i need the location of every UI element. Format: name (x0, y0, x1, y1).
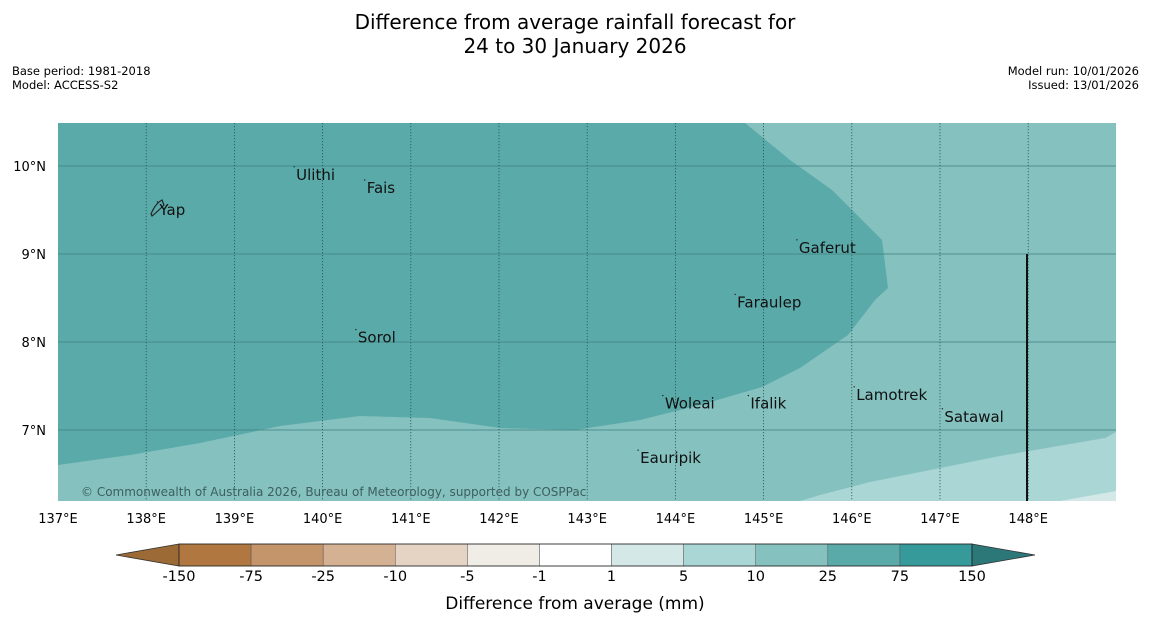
title-line-2: 24 to 30 January 2026 (463, 34, 687, 58)
x-tick-label: 138°E (126, 512, 166, 527)
place-marker (355, 328, 357, 331)
place-marker (364, 179, 366, 181)
band-25-75 (58, 123, 888, 465)
colorbar-tick-label: -1 (532, 569, 547, 585)
place-label-fais: Fais (367, 179, 396, 197)
place-label-eauripik: Eauripik (640, 449, 701, 467)
y-tick-label: 10°N (13, 160, 46, 175)
colorbar-tick-label: 150 (958, 569, 986, 585)
x-tick-label: 137°E (38, 512, 78, 527)
colorbar-segment (395, 543, 468, 567)
colorbar-tick-label: 75 (890, 569, 910, 585)
place-label-satawal: Satawal (944, 408, 1003, 426)
colorbar-tick-label: 25 (818, 569, 838, 585)
x-tick-label: 148°E (1008, 512, 1048, 527)
model-run: Model run: 10/01/2026 (1007, 64, 1139, 78)
longitude-lines (145, 123, 1029, 501)
place-label-gaferut: Gaferut (799, 239, 856, 257)
meta-right: Model run: 10/01/2026 Issued: 13/01/2026 (1007, 64, 1139, 92)
colorbar-title: Difference from average (mm) (445, 594, 705, 614)
colorbar-min-arrow (115, 543, 180, 567)
colorbar-frame (178, 543, 973, 567)
y-axis-ticks: 10°N 9°N 8°N 7°N (13, 160, 46, 439)
x-tick-label: 141°E (391, 512, 431, 527)
place-marker (747, 394, 750, 397)
colorbar-tick-label: -10 (383, 569, 408, 585)
y-tick-label: 9°N (22, 248, 47, 263)
colorbar-tick-label: 5 (679, 569, 689, 585)
colorbar-tick-label: -75 (239, 569, 263, 585)
place-marker (637, 449, 639, 451)
colorbar-segment (322, 543, 396, 567)
attribution: © Commonwealth of Australia 2026, Bureau… (81, 485, 586, 499)
colorbar-segment (250, 543, 324, 567)
place-label-yap: Yap (158, 201, 185, 219)
band-1-5 (1060, 491, 1116, 501)
place-label-ifalik: Ifalik (750, 395, 786, 413)
colorbar-segment (827, 543, 901, 567)
place-marker (293, 166, 295, 168)
x-tick-label: 146°E (832, 512, 872, 527)
place-labels: Ulithi Yap Fais Gaferut Faraulep Sorol Lamotre… (156, 166, 1004, 467)
colorbar-tick-label: 1 (606, 569, 617, 585)
place-label-woleai: Woleai (665, 395, 715, 413)
y-tick-label: 8°N (22, 336, 47, 351)
y-tick-label: 7°N (22, 424, 47, 439)
colorbar-segment (467, 543, 540, 567)
colorbar (115, 543, 1036, 567)
meta-left: Base period: 1981-2018 Model: ACCESS-S2 (12, 64, 151, 92)
x-tick-label: 145°E (744, 512, 784, 527)
base-period: Base period: 1981-2018 (12, 64, 151, 78)
x-tick-label: 143°E (567, 512, 607, 527)
place-marker (662, 394, 664, 397)
colorbar-tick-label: 10 (746, 569, 765, 585)
model-name: Model: ACCESS-S2 (12, 77, 119, 92)
band-5-10 (800, 432, 1116, 501)
place-label-lamotrek: Lamotrek (856, 386, 927, 404)
place-marker (734, 293, 736, 296)
x-tick-label: 144°E (656, 512, 696, 527)
colorbar-tick-label: -25 (311, 569, 336, 585)
colorbar-segment (755, 543, 829, 567)
colorbar-max-arrow (971, 543, 1036, 567)
place-label-faraulep: Faraulep (737, 293, 801, 311)
x-tick-label: 139°E (215, 512, 255, 527)
colorbar-segment (178, 543, 252, 567)
place-label-ulithi: Ulithi (296, 166, 335, 184)
colorbar-segment (539, 543, 612, 567)
place-marker (853, 386, 855, 388)
colorbar-tick-label: -150 (162, 569, 196, 585)
x-tick-label: 142°E (479, 512, 519, 527)
chart-title: Difference from average rainfall forecas… (0, 10, 1150, 58)
place-marker (941, 408, 944, 410)
place-label-sorol: Sorol (358, 329, 396, 347)
title-line-1: Difference from average rainfall forecas… (354, 10, 796, 34)
colorbar-segment (683, 543, 756, 567)
colorbar-tick-label: -5 (460, 569, 475, 585)
place-marker (156, 201, 159, 203)
yap-island-outline (150, 199, 165, 217)
x-tick-label: 147°E (920, 512, 960, 527)
x-axis-ticks: 137°E 138°E 139°E 140°E 141°E 142°E 143°E 144°E… (38, 512, 1048, 527)
issued-date: Issued: 13/01/2026 (1028, 77, 1139, 92)
colorbar-segment (899, 543, 973, 567)
x-tick-label: 140°E (303, 512, 343, 527)
place-marker (796, 239, 798, 241)
colorbar-segment (611, 543, 684, 567)
